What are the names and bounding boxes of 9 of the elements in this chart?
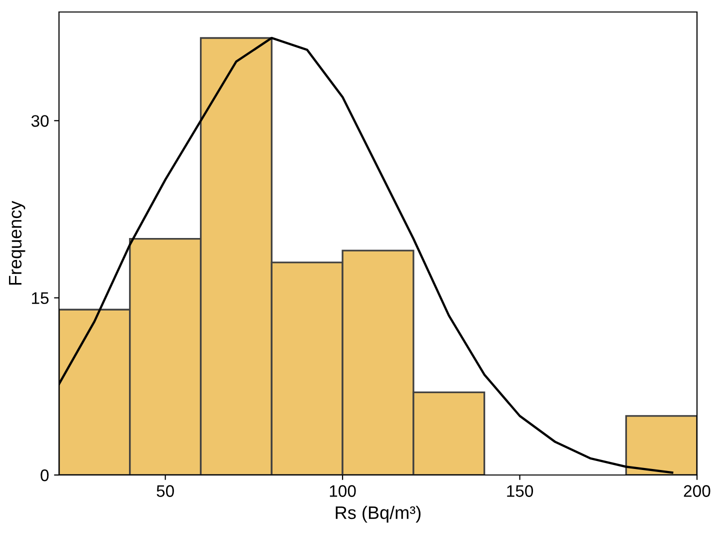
y-tick-label: 15: [32, 292, 49, 304]
y-tick-label: 30: [31, 115, 49, 127]
y-tick-label: 0: [40, 469, 49, 482]
y-axis-title: Frequency: [9, 200, 26, 285]
x-axis-title: Rs (Bq/m³): [336, 506, 421, 523]
x-tick-label: 50: [156, 485, 174, 497]
x-tick-label: 200: [684, 485, 710, 497]
x-tick-label: 150: [507, 485, 534, 497]
x-tick-label: 100: [330, 485, 356, 497]
